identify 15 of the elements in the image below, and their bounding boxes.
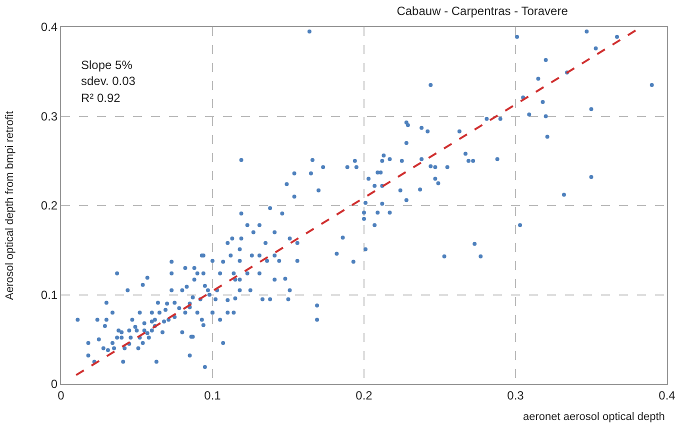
x-axis-title: aeronet aerosol optical depth (523, 411, 665, 423)
y-tick-label: 0.3 (40, 109, 58, 124)
annotation: sdev. 0.03 (81, 74, 136, 88)
y-tick-label: 0.4 (40, 20, 58, 34)
annotation: R² 0.92 (81, 91, 121, 105)
x-tick-label: 0.1 (204, 388, 222, 402)
chart-title: Cabauw - Carpentras - Toravere (396, 4, 568, 18)
y-tick-label: 0 (50, 377, 58, 392)
y-tick-label: 0.1 (40, 288, 58, 302)
y-tick-label: 0.2 (40, 198, 58, 213)
x-tick-label: 0.4 (658, 388, 676, 402)
y-axis-title: Aerosol optical depth from bmpi retrofit (4, 111, 16, 300)
x-tick-label: 0.3 (507, 388, 524, 402)
x-tick-label: 0.2 (356, 388, 373, 402)
annotation: Slope 5% (81, 58, 133, 72)
